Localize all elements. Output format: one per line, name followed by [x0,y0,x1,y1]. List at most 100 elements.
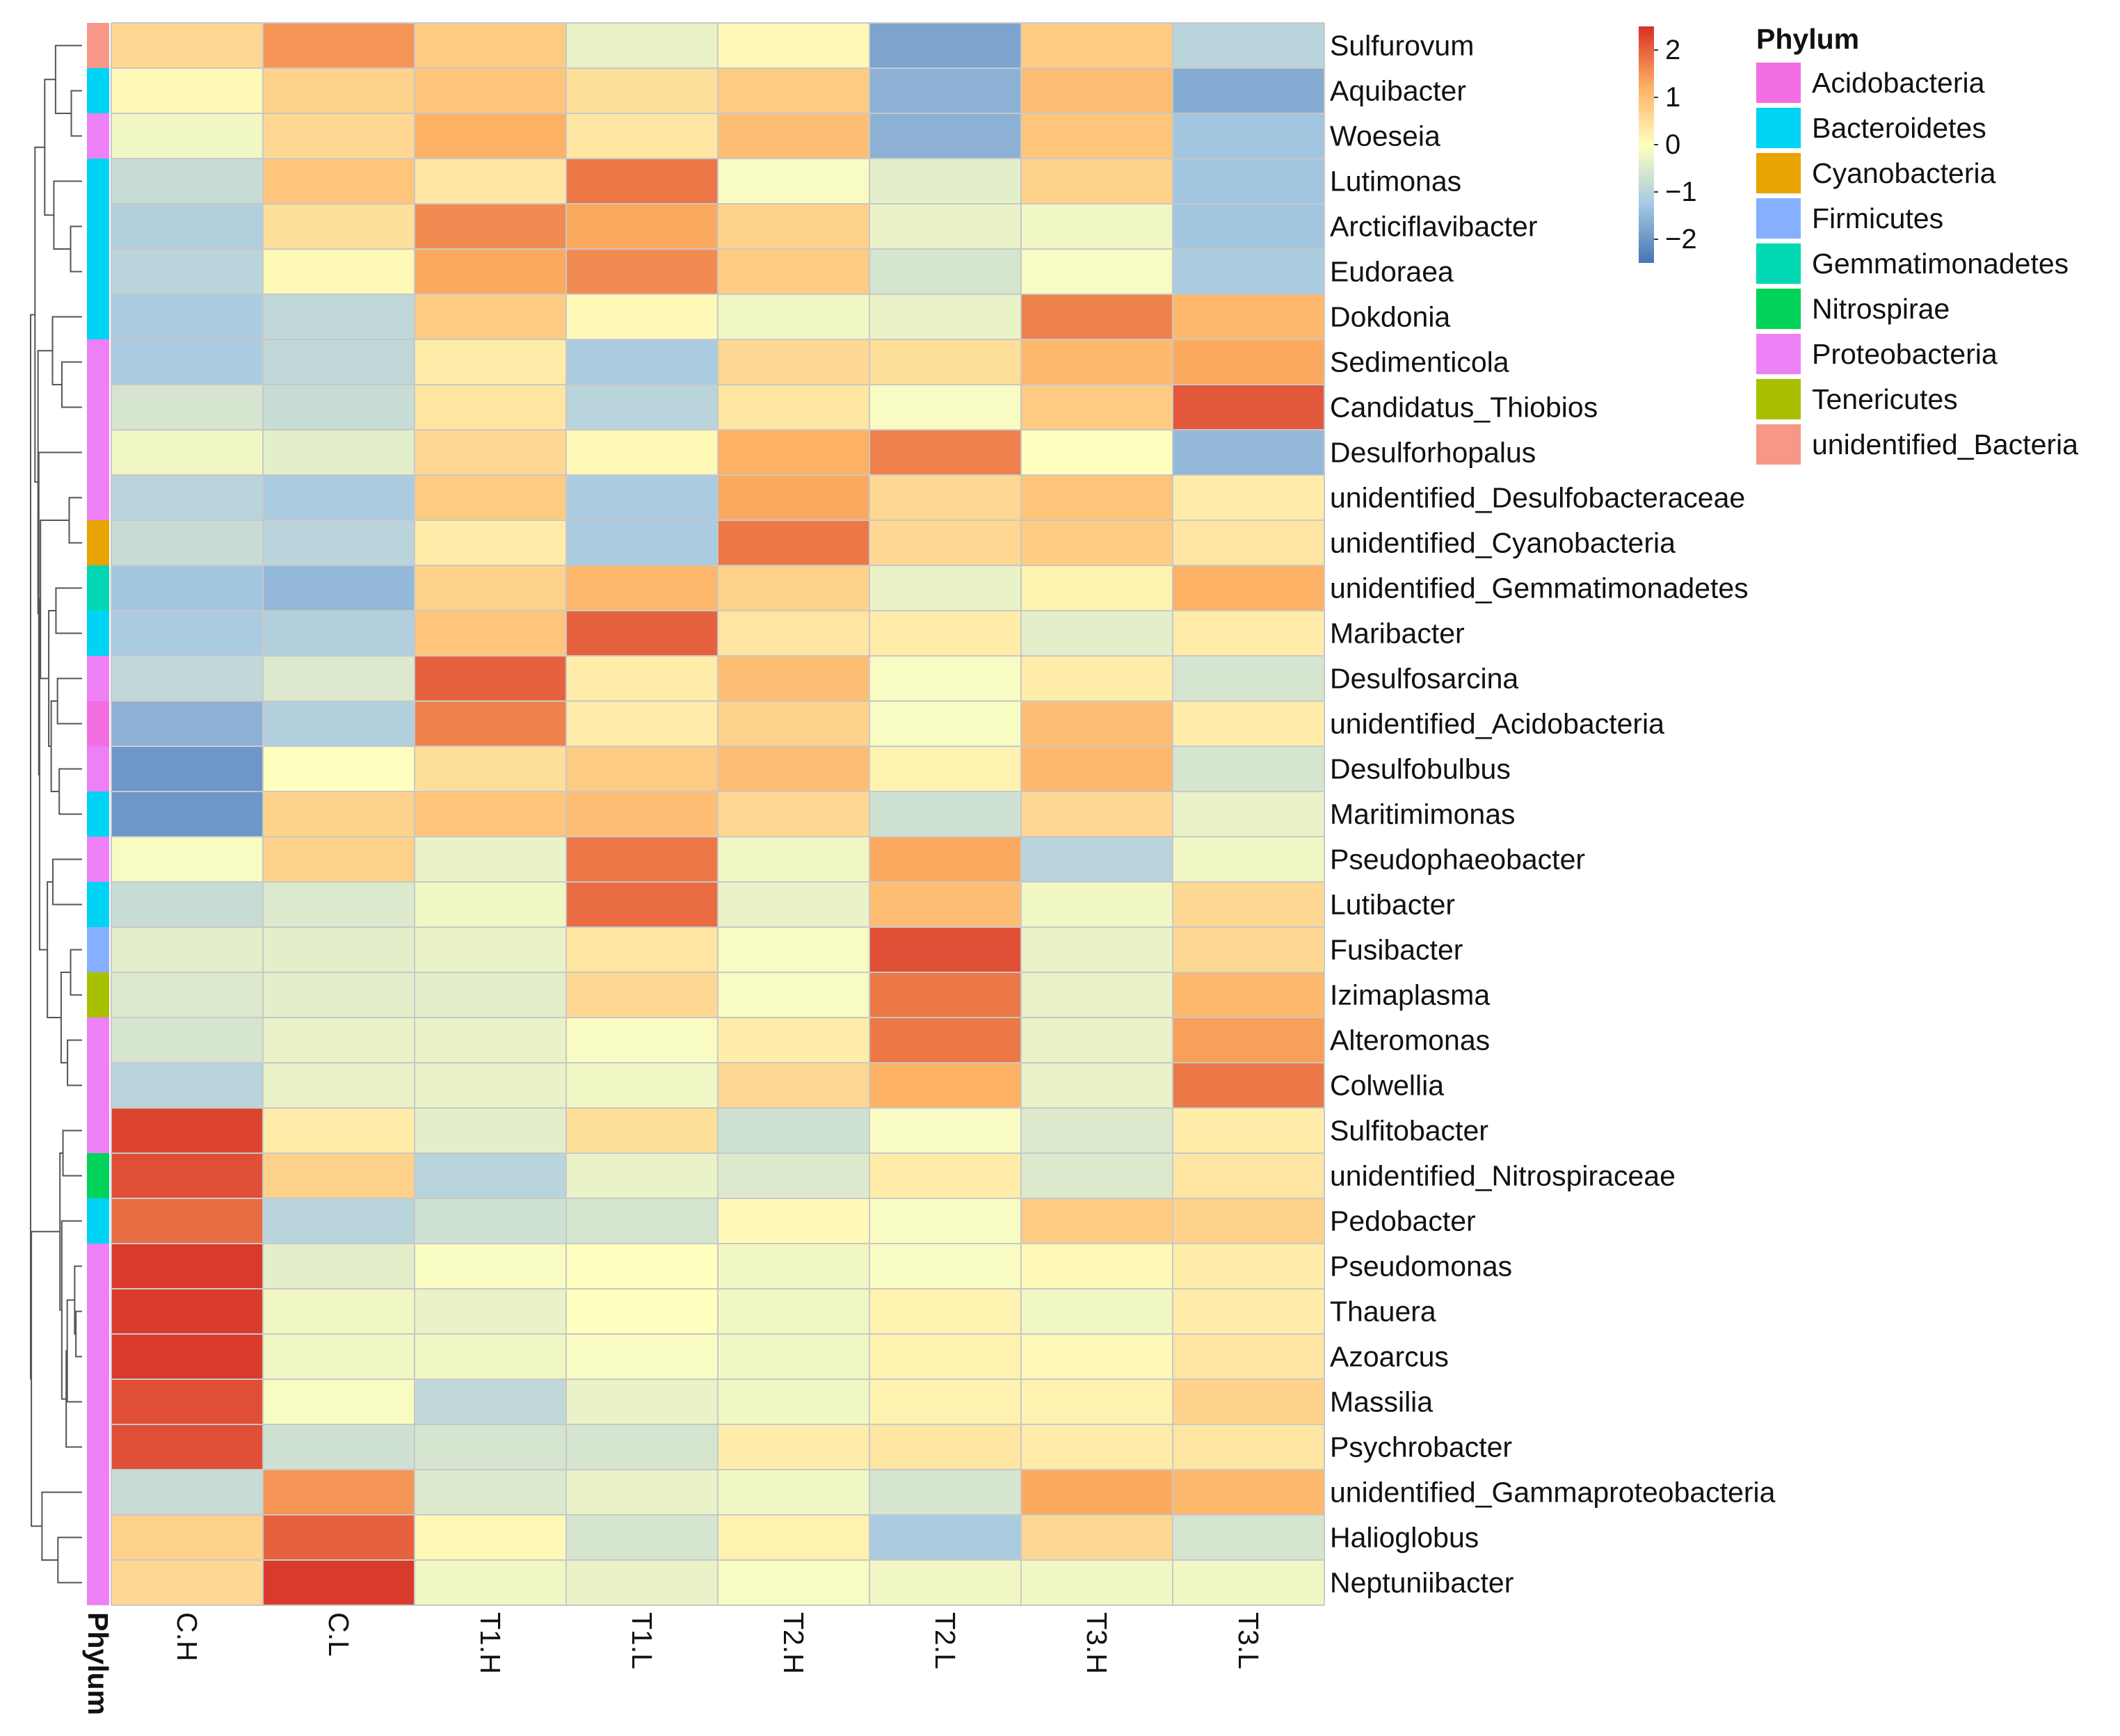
row-label: Sulfurovum [1330,30,1474,62]
heatmap-cell [415,746,566,791]
phylum-annotation-cell [87,611,109,656]
phylum-legend-label: Nitrospirae [1812,293,1950,325]
heatmap-cell [869,1244,1021,1289]
column-label: T2.L [929,1612,961,1669]
heatmap-cell [718,520,869,565]
column-label: T1.H [474,1612,506,1674]
heatmap-cell [869,1063,1021,1108]
heatmap-cell [1173,1153,1324,1198]
heatmap-cell [1021,520,1173,565]
heatmap-cell [111,1198,263,1244]
heatmap-cell [415,972,566,1018]
heatmap-cell [1021,791,1173,837]
heatmap-cell [718,113,869,159]
phylum-legend-label: Proteobacteria [1812,338,1998,370]
phylum-annotation-cell [87,294,109,339]
heatmap-cell [718,1379,869,1424]
row-label: Neptuniibacter [1330,1567,1513,1599]
heatmap-cell [869,1560,1021,1605]
heatmap-cell [111,1515,263,1560]
phylum-legend-swatch [1756,63,1801,103]
heatmap-cell [1173,249,1324,294]
dendrogram-branch [38,451,82,775]
heatmap-cell [111,1560,263,1605]
heatmap-cell [415,1198,566,1244]
heatmap-cell [1173,430,1324,475]
heatmap-cell [1021,1470,1173,1515]
heatmap-cell [869,475,1021,520]
heatmap-cell [415,1108,566,1153]
heatmap-cell [566,204,718,249]
heatmap-cell [415,1470,566,1515]
heatmap-cell [566,294,718,339]
heatmap-cell [1173,68,1324,113]
heatmap-cell [263,837,415,882]
phylum-annotation-cell [87,1198,109,1244]
heatmap-cell [566,68,718,113]
row-label: Sulfitobacter [1330,1115,1488,1147]
heatmap-cell [566,430,718,475]
phylum-legend-label: Bacteroidetes [1812,112,1986,144]
heatmap-cell [566,927,718,972]
phylum-annotation-cell [87,475,109,520]
heatmap-cell [263,204,415,249]
heatmap-cell [566,23,718,68]
heatmap-cell [1173,294,1324,339]
row-label: Desulforhopalus [1330,437,1536,469]
heatmap-cell [566,1424,718,1470]
heatmap-cell [1173,1515,1324,1560]
heatmap-cell [718,430,869,475]
heatmap-cell [1173,520,1324,565]
heatmap-cell [869,927,1021,972]
row-label: Halioglobus [1330,1522,1479,1554]
heatmap-grid [111,22,1325,1606]
heatmap-cell [415,294,566,339]
column-label: T2.H [778,1612,810,1674]
heatmap-cell [1173,475,1324,520]
heatmap-cell [869,1198,1021,1244]
heatmap-cell [1173,927,1324,972]
heatmap-cell [111,611,263,656]
row-label: Fusibacter [1330,934,1463,966]
heatmap-cell [718,159,869,204]
row-label: Desulfobulbus [1330,753,1511,785]
row-label: Azoarcus [1330,1341,1449,1373]
heatmap-cell [1021,339,1173,385]
dendrogram-branch [57,1536,82,1584]
heatmap-cell [869,837,1021,882]
heatmap-cell [566,972,718,1018]
heatmap-cell [111,204,263,249]
phylum-annotation-strip [87,23,109,1605]
heatmap-cell [566,1334,718,1379]
row-label: unidentified_Acidobacteria [1330,708,1664,740]
phylum-annotation-cell [87,204,109,249]
phylum-legend-label: Acidobacteria [1812,67,1985,99]
heatmap-cell [566,1289,718,1334]
heatmap-cell [415,68,566,113]
heatmap-cell [111,972,263,1018]
heatmap-cell [263,1470,415,1515]
phylum-annotation-cell [87,1470,109,1515]
heatmap-cell [566,249,718,294]
row-label: unidentified_Gemmatimonadetes [1330,572,1749,604]
heatmap-cell [718,656,869,701]
heatmap-cell [1021,430,1173,475]
phylum-annotation-cell [87,23,109,68]
heatmap-cell [718,1153,869,1198]
heatmap-cell [263,1018,415,1063]
heatmap-cell [869,1515,1021,1560]
phylum-annotation-cell [87,68,109,113]
heatmap-cell [1021,1198,1173,1244]
heatmap-cell [263,1244,415,1289]
heatmap-cell [566,339,718,385]
heatmap-cell [415,204,566,249]
heatmap-cell [1021,927,1173,972]
phylum-annotation-cell [87,972,109,1018]
row-label: Izimaplasma [1330,979,1490,1011]
heatmap-cell [1021,68,1173,113]
heatmap-cell [263,159,415,204]
heatmap-cell [111,1470,263,1515]
heatmap-cell [1173,1470,1324,1515]
heatmap-cell [1173,837,1324,882]
heatmap-cell [1021,882,1173,927]
